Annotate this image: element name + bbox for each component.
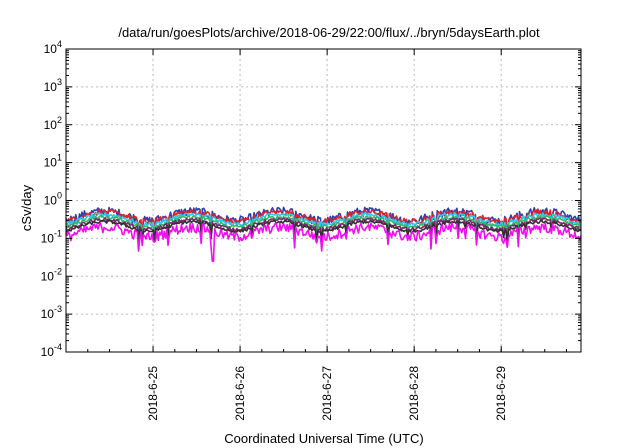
- y-tick-label: 102: [44, 115, 62, 132]
- series-line: [65, 219, 582, 246]
- x-tick-label: 2018-6-26: [233, 366, 247, 421]
- y-tick-label: 103: [44, 77, 62, 94]
- chart-title: /data/run/goesPlots/archive/2018-06-29/2…: [118, 25, 540, 40]
- y-tick-label: 10-1: [41, 228, 62, 245]
- grid-layer: [66, 49, 581, 352]
- y-tick-label: 10-3: [41, 304, 62, 321]
- x-tick-label: 2018-6-28: [407, 366, 421, 421]
- x-ticks: 2018-6-25 2018-6-26 2018-6-27 2018-6-28 2018…: [65, 49, 567, 421]
- y-tick-label: 10-2: [41, 266, 62, 283]
- y-tick-label: 104: [44, 39, 62, 56]
- series-line: [65, 208, 582, 236]
- series-layer: [65, 206, 582, 263]
- x-axis-label: Coordinated Universal Time (UTC): [224, 431, 423, 446]
- series-line: [65, 217, 582, 243]
- x-tick-label: 2018-6-29: [494, 366, 508, 421]
- y-tick-label: 101: [44, 153, 62, 170]
- y-ticks: 10-4 10-3 10-2 10-1 100 101 102 103 104: [41, 39, 581, 359]
- x-tick-label: 2018-6-25: [146, 366, 160, 421]
- y-axis-label: cSv/day: [19, 184, 34, 231]
- y-tick-label: 10-4: [41, 342, 62, 359]
- y-tick-label: 100: [44, 191, 62, 208]
- plot-frame: [65, 48, 582, 353]
- x-tick-label: 2018-6-27: [320, 366, 334, 421]
- series-line: [65, 222, 582, 263]
- series-line: [65, 214, 582, 242]
